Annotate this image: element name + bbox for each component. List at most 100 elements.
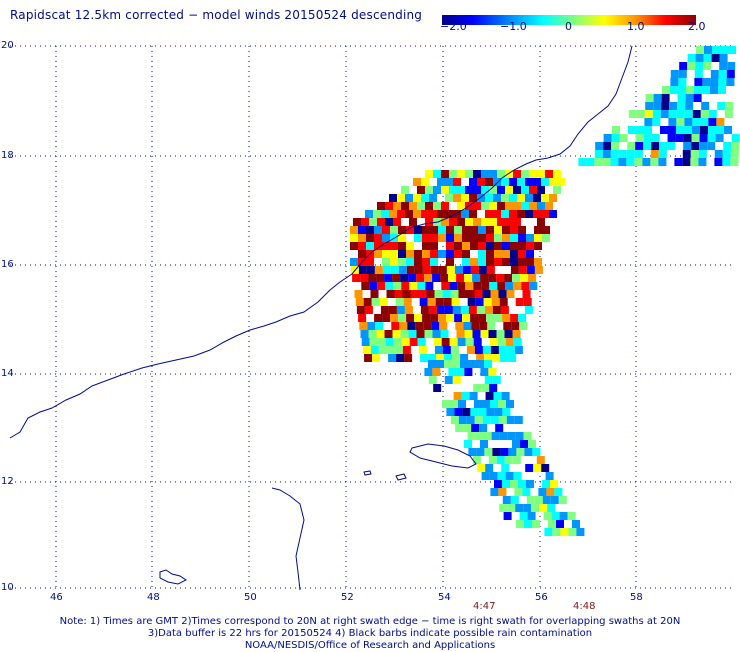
wind-cell <box>442 346 451 354</box>
lat-label: 20 <box>1 40 14 51</box>
wind-cell <box>525 210 533 218</box>
wind-cell <box>502 480 510 488</box>
wind-cell <box>618 150 627 158</box>
wind-cell <box>409 202 417 210</box>
wind-cell <box>453 194 461 202</box>
wind-cell <box>484 360 492 368</box>
wind-cell <box>460 306 469 314</box>
wind-cell <box>718 86 726 94</box>
wind-cell <box>385 202 393 210</box>
wind-cell <box>486 266 495 274</box>
wind-cell <box>505 282 514 290</box>
wind-cell <box>472 456 481 464</box>
wind-cell <box>461 392 470 400</box>
wind-cell <box>424 330 433 338</box>
wind-cell <box>481 186 489 194</box>
wind-cell <box>486 234 494 242</box>
wind-cell <box>696 46 704 54</box>
wind-cell <box>359 322 368 330</box>
wind-cell <box>491 432 500 440</box>
wind-cell <box>667 142 676 150</box>
wind-cell <box>403 298 412 306</box>
wind-cell <box>398 226 406 234</box>
wind-cell <box>490 346 499 354</box>
wind-cell <box>358 250 366 258</box>
wind-cell <box>568 528 577 536</box>
wind-cell <box>539 504 548 512</box>
wind-cell <box>486 242 494 250</box>
wind-cell <box>497 170 505 178</box>
wind-cell <box>510 242 518 250</box>
wind-cell <box>492 448 501 456</box>
wind-cell <box>652 118 661 126</box>
wind-cell <box>405 210 413 218</box>
wind-cell <box>700 110 709 118</box>
wind-cell <box>446 258 454 266</box>
wind-cell <box>509 210 517 218</box>
wind-cell <box>560 528 569 536</box>
wind-cell <box>352 274 361 282</box>
wind-cell <box>730 150 739 158</box>
wind-cell <box>484 354 493 362</box>
wind-cell <box>390 266 399 274</box>
wind-cell <box>456 368 465 376</box>
wind-cell <box>527 512 536 520</box>
wind-cell <box>528 440 536 448</box>
wind-cell <box>490 416 499 424</box>
wind-cell <box>400 274 409 282</box>
wind-cell <box>463 424 472 432</box>
wind-cell <box>377 202 385 210</box>
wind-cell <box>360 330 369 338</box>
wind-cell <box>496 274 505 282</box>
wind-cell <box>432 330 441 338</box>
colorbar-tick: 0 <box>565 20 572 33</box>
wind-cell <box>492 354 501 362</box>
wind-cell <box>690 158 699 166</box>
wind-cell <box>408 274 417 282</box>
wind-cell <box>516 448 525 456</box>
wind-cell <box>393 282 402 290</box>
wind-cell <box>643 134 652 142</box>
lat-label: 14 <box>1 368 14 379</box>
wind-cell <box>366 242 374 250</box>
wind-cell <box>502 496 511 504</box>
wind-cell <box>645 94 654 102</box>
wind-cell <box>457 202 465 210</box>
wind-cell <box>517 194 525 202</box>
wind-cell <box>494 408 503 416</box>
wind-cell <box>432 368 441 376</box>
wind-cell <box>382 242 390 250</box>
wind-cell <box>392 274 401 282</box>
wind-cell <box>572 520 580 528</box>
wind-cell <box>533 210 541 218</box>
wind-cell <box>551 512 560 520</box>
wind-cell <box>446 266 455 274</box>
wind-cell <box>529 186 537 194</box>
wind-cell <box>676 126 684 134</box>
wind-cell <box>576 528 585 536</box>
wind-cell <box>469 178 477 186</box>
wind-cell <box>724 110 733 118</box>
wind-cell <box>518 234 526 242</box>
wind-cell <box>450 400 458 408</box>
wind-cell <box>553 170 561 178</box>
wind-cell <box>723 142 732 150</box>
wind-cell <box>350 226 358 234</box>
wind-cell <box>466 290 475 298</box>
wind-cell <box>445 178 453 186</box>
wind-cell <box>465 338 474 346</box>
wind-cell <box>422 234 430 242</box>
wind-cell <box>548 520 556 528</box>
wind-cell <box>684 110 693 118</box>
wind-cell <box>668 118 677 126</box>
wind-cell <box>684 118 693 126</box>
wind-cell <box>376 330 385 338</box>
wind-cell <box>433 202 441 210</box>
wind-cell <box>509 194 517 202</box>
wind-cell <box>501 178 509 186</box>
wind-cell <box>497 338 506 346</box>
wind-cell <box>485 194 493 202</box>
wind-cell <box>416 274 425 282</box>
wind-cell <box>503 322 512 330</box>
wind-cell <box>524 448 533 456</box>
